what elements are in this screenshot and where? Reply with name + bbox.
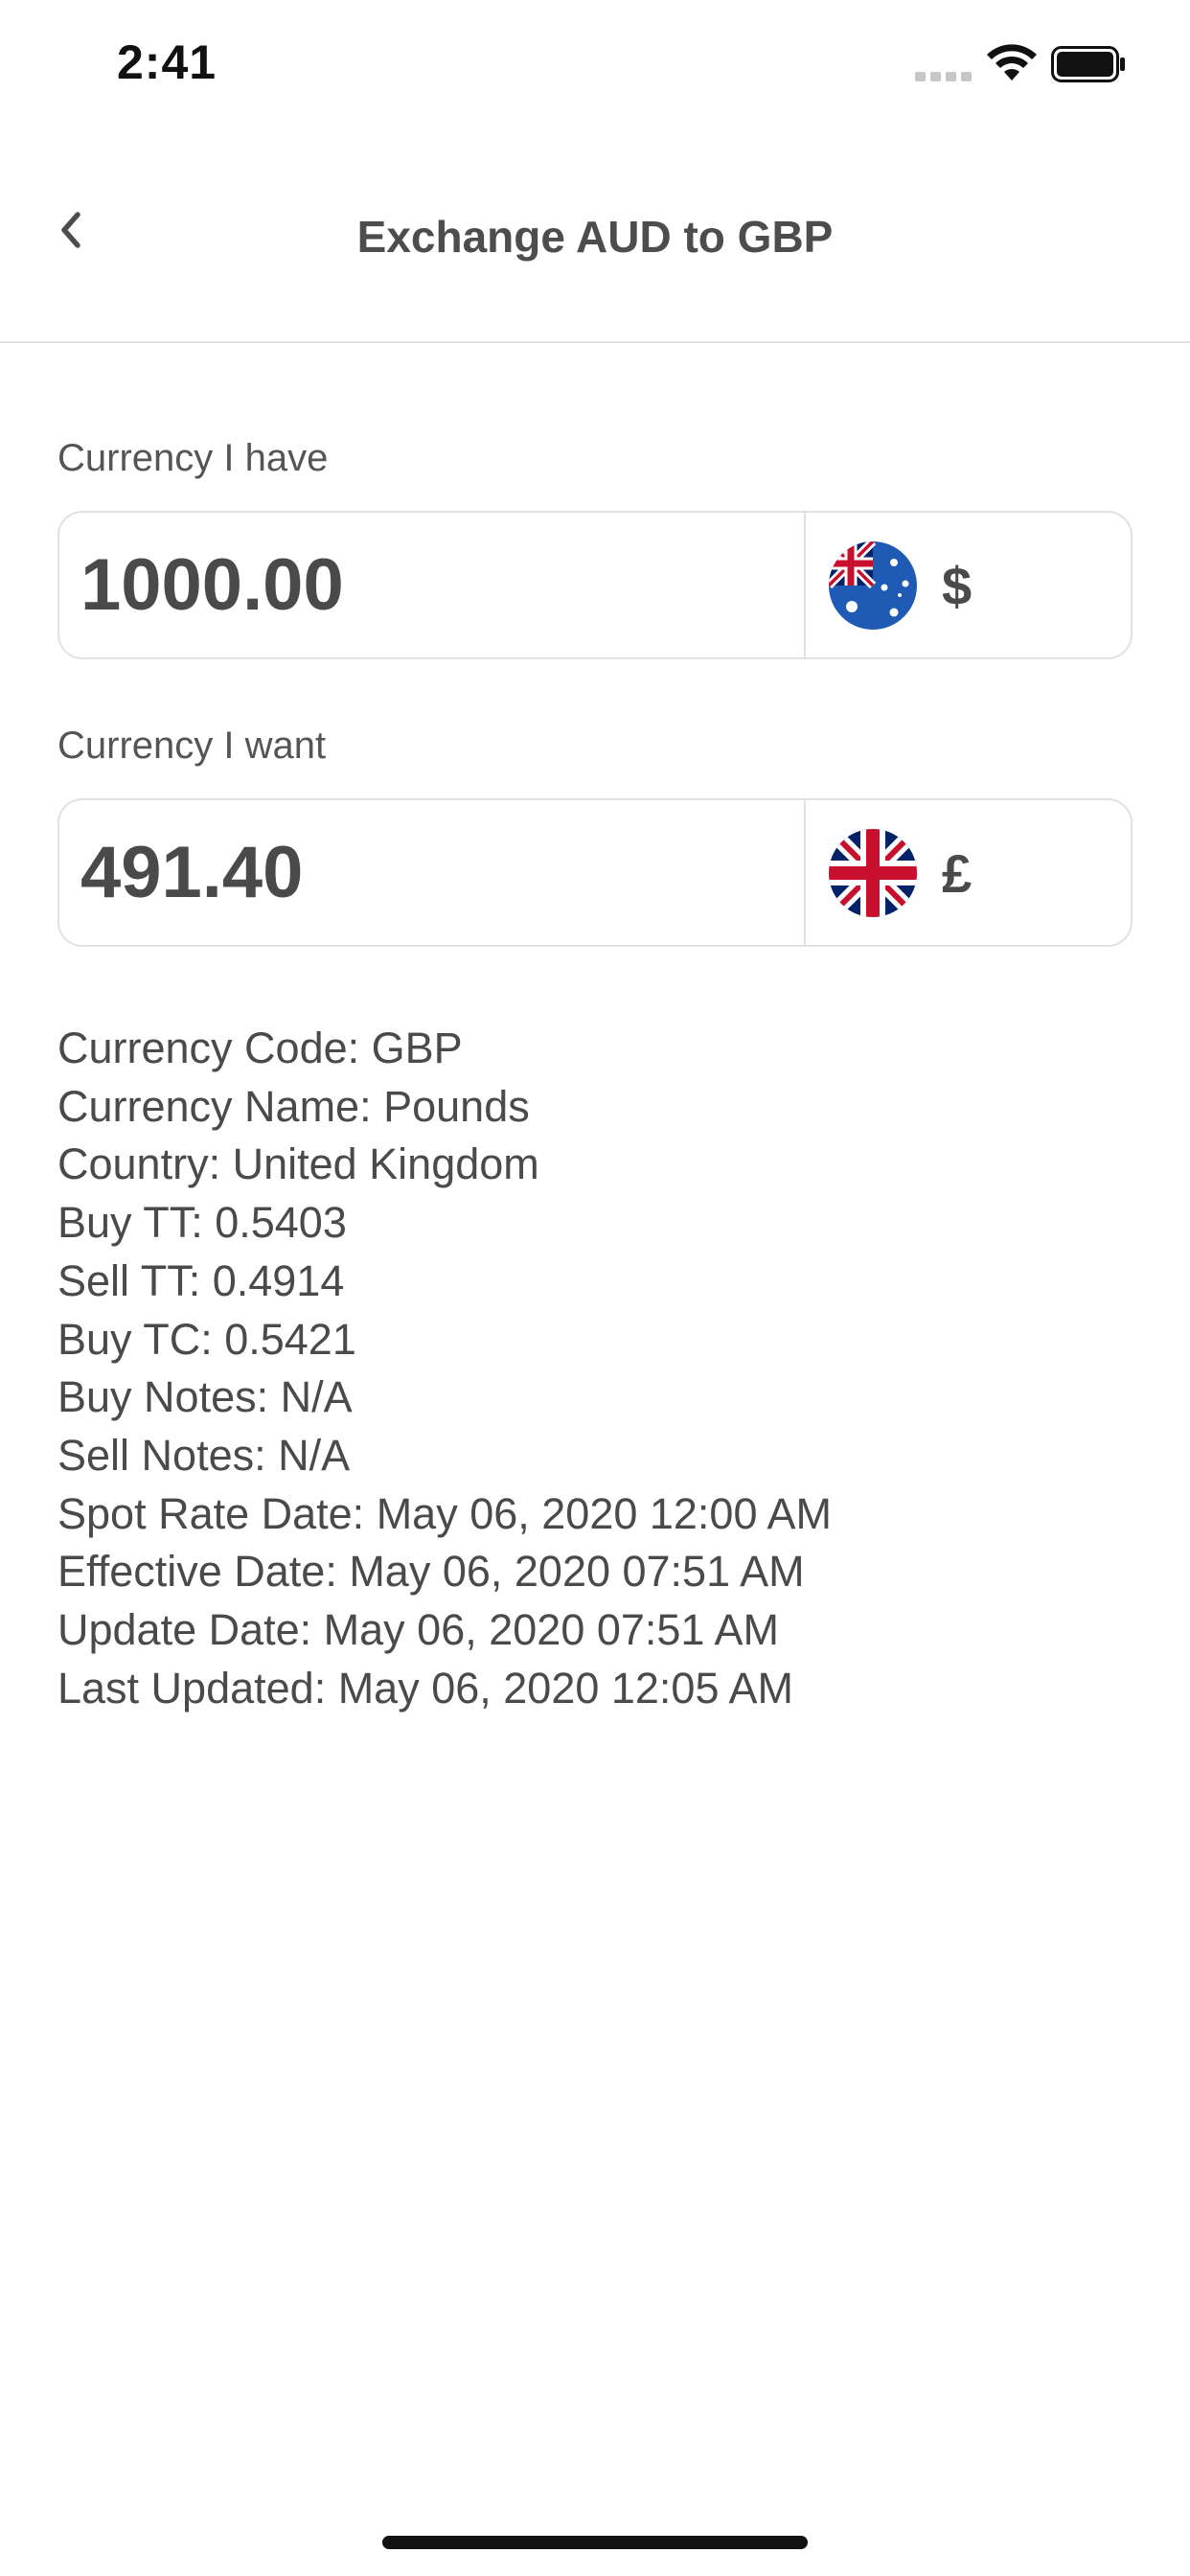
- detail-update-date: Update Date: May 06, 2020 07:51 AM: [57, 1605, 779, 1655]
- detail-currency-name: Currency Name: Pounds: [57, 1081, 530, 1131]
- detail-buy-tt: Buy TT: 0.5403: [57, 1198, 347, 1248]
- currency-want-label: Currency I want: [57, 724, 327, 767]
- currency-want-input[interactable]: [80, 800, 799, 945]
- currency-want-box: £: [57, 798, 1133, 947]
- chevron-left-icon: [61, 212, 80, 248]
- status-time: 2:41: [117, 35, 217, 89]
- currency-want-picker[interactable]: £: [804, 800, 1133, 945]
- currency-want-symbol: £: [942, 843, 973, 904]
- page-title: Exchange AUD to GBP: [356, 212, 834, 262]
- currency-have-label: Currency I have: [57, 437, 329, 479]
- back-button[interactable]: [42, 196, 100, 264]
- navigation-bar: Exchange AUD to GBP: [0, 129, 1190, 343]
- home-indicator[interactable]: [382, 2536, 808, 2549]
- currency-have-input[interactable]: [80, 513, 799, 657]
- battery-icon: [1051, 46, 1125, 82]
- currency-details: Currency Code: GBP Currency Name: Pounds…: [57, 1020, 1133, 1717]
- currency-have-picker[interactable]: $: [804, 513, 1133, 657]
- australia-flag-icon: [829, 541, 917, 630]
- detail-currency-code: Currency Code: GBP: [57, 1024, 463, 1072]
- detail-effective-date: Effective Date: May 06, 2020 07:51 AM: [57, 1547, 805, 1597]
- detail-buy-notes: Buy Notes: N/A: [57, 1372, 353, 1422]
- detail-country: Country: United Kingdom: [57, 1139, 539, 1189]
- currency-have-box: $: [57, 511, 1133, 659]
- detail-sell-tt: Sell TT: 0.4914: [57, 1255, 345, 1305]
- signal-icon: [915, 72, 972, 81]
- detail-buy-tc: Buy TC: 0.5421: [57, 1314, 356, 1364]
- detail-sell-notes: Sell Notes: N/A: [57, 1430, 351, 1480]
- currency-have-symbol: $: [942, 556, 973, 616]
- detail-last-updated: Last Updated: May 06, 2020 12:05 AM: [57, 1663, 794, 1713]
- wifi-icon: [987, 44, 1037, 80]
- status-bar: 2:41: [0, 0, 1190, 129]
- united-kingdom-flag-icon: [829, 829, 917, 917]
- detail-spot-rate-date: Spot Rate Date: May 06, 2020 12:00 AM: [57, 1488, 833, 1538]
